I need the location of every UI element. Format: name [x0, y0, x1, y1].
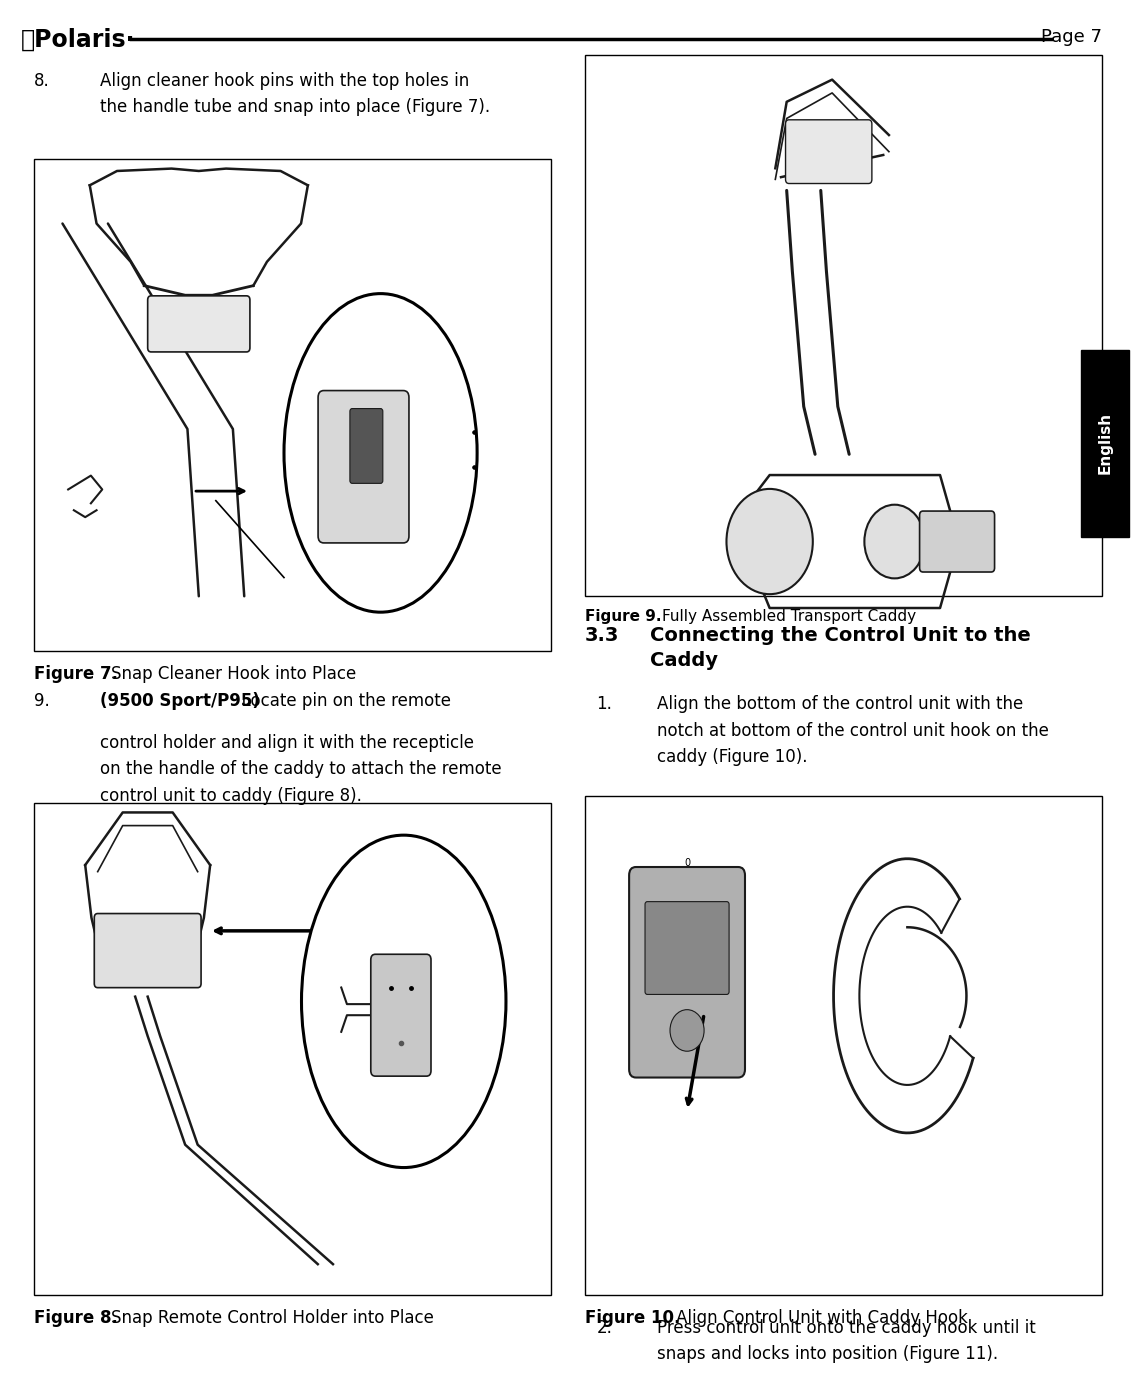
FancyBboxPatch shape — [629, 867, 745, 1078]
Text: Press control unit onto the caddy hook until it
snaps and locks into position (F: Press control unit onto the caddy hook u… — [657, 1319, 1035, 1363]
Text: Align Control Unit with Caddy Hook: Align Control Unit with Caddy Hook — [676, 1309, 968, 1327]
FancyBboxPatch shape — [645, 902, 729, 994]
Text: Figure 10.: Figure 10. — [585, 1309, 680, 1327]
Text: Locate pin on the remote: Locate pin on the remote — [231, 692, 451, 711]
Text: (9500 Sport/P95): (9500 Sport/P95) — [100, 692, 260, 711]
Text: Figure 7.: Figure 7. — [34, 665, 118, 683]
FancyBboxPatch shape — [148, 296, 250, 352]
Circle shape — [670, 1010, 704, 1051]
FancyBboxPatch shape — [94, 914, 201, 988]
FancyBboxPatch shape — [585, 55, 1102, 596]
Text: Connecting the Control Unit to the
Caddy: Connecting the Control Unit to the Caddy — [650, 626, 1030, 670]
FancyBboxPatch shape — [350, 409, 383, 483]
Text: control holder and align it with the recepticle
on the handle of the caddy to at: control holder and align it with the rec… — [100, 734, 502, 805]
FancyBboxPatch shape — [786, 120, 872, 184]
Text: 0: 0 — [684, 859, 690, 868]
Text: 9.: 9. — [34, 692, 50, 711]
Text: Snap Remote Control Holder into Place: Snap Remote Control Holder into Place — [111, 1309, 434, 1327]
Text: English: English — [1097, 413, 1113, 474]
Text: ⓂPolaris·: ⓂPolaris· — [20, 28, 135, 51]
Ellipse shape — [301, 835, 506, 1168]
Text: Align the bottom of the control unit with the
notch at bottom of the control uni: Align the bottom of the control unit wit… — [657, 695, 1049, 766]
Circle shape — [727, 489, 813, 594]
FancyBboxPatch shape — [1081, 349, 1129, 536]
Ellipse shape — [284, 294, 477, 612]
FancyBboxPatch shape — [34, 803, 551, 1295]
Text: 8.: 8. — [34, 72, 50, 90]
FancyBboxPatch shape — [370, 954, 431, 1076]
FancyBboxPatch shape — [585, 796, 1102, 1295]
FancyBboxPatch shape — [318, 391, 409, 543]
Text: Align cleaner hook pins with the top holes in
the handle tube and snap into plac: Align cleaner hook pins with the top hol… — [100, 72, 490, 116]
Text: 1.: 1. — [596, 695, 612, 713]
Circle shape — [864, 504, 925, 579]
Text: Fully Assembled Transport Caddy: Fully Assembled Transport Caddy — [662, 609, 917, 625]
FancyBboxPatch shape — [920, 511, 995, 572]
Text: 2.: 2. — [596, 1319, 612, 1337]
FancyBboxPatch shape — [34, 159, 551, 651]
Text: Page 7: Page 7 — [1041, 28, 1102, 46]
Text: Figure 9.: Figure 9. — [585, 609, 661, 625]
Text: Figure 8.: Figure 8. — [34, 1309, 118, 1327]
Text: 3.3: 3.3 — [585, 626, 619, 645]
Text: Snap Cleaner Hook into Place: Snap Cleaner Hook into Place — [111, 665, 357, 683]
